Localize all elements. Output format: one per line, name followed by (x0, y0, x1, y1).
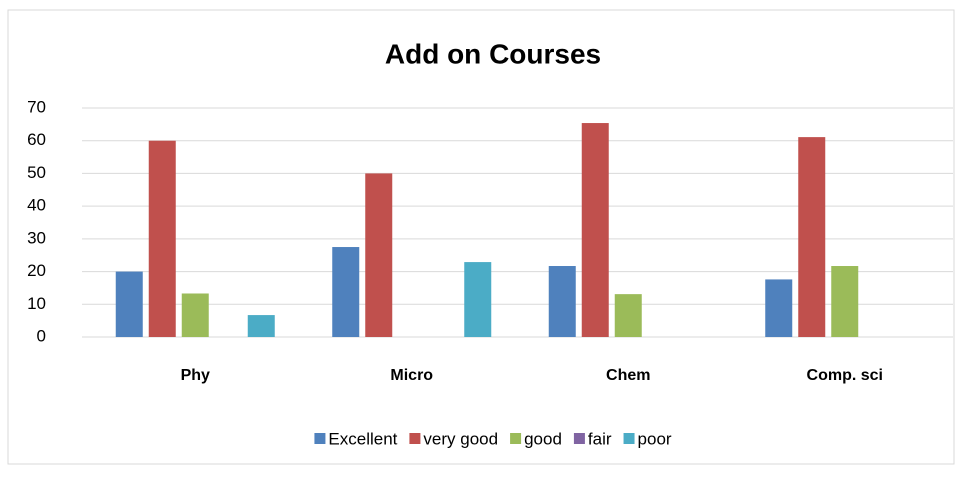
y-tick-label: 50 (27, 163, 46, 182)
y-tick-label: 60 (27, 130, 46, 149)
legend-swatch (409, 433, 421, 444)
bar (614, 294, 642, 337)
legend-label: very good (423, 429, 498, 448)
legend-label: poor (638, 429, 672, 448)
y-tick-label: 70 (27, 97, 46, 116)
bar (181, 293, 209, 337)
bar (247, 315, 275, 337)
bar (464, 262, 492, 337)
legend-swatch (510, 433, 522, 444)
bar (332, 247, 360, 337)
bar (581, 123, 609, 337)
y-tick-label: 10 (27, 294, 46, 313)
x-tick-label: Comp. sci (807, 367, 883, 384)
bar (798, 137, 826, 337)
legend-label: good (524, 429, 562, 448)
legend-swatch (623, 433, 635, 444)
x-tick-label: Micro (390, 367, 433, 384)
bar (115, 271, 143, 337)
legend-label: Excellent (328, 429, 397, 448)
x-tick-label: Phy (181, 367, 210, 384)
bar (831, 266, 859, 337)
bar (365, 173, 393, 337)
y-tick-label: 40 (27, 196, 46, 215)
y-tick-label: 0 (37, 326, 46, 345)
bar (548, 266, 576, 337)
y-tick-label: 20 (27, 261, 46, 280)
y-tick-label: 30 (27, 228, 46, 247)
legend-swatch (573, 433, 585, 444)
legend-swatch (314, 433, 326, 444)
bar (765, 279, 793, 337)
legend-label: fair (588, 429, 612, 448)
chart-title: Add on Courses (385, 38, 601, 69)
bar (148, 140, 176, 337)
x-tick-label: Chem (606, 367, 650, 384)
